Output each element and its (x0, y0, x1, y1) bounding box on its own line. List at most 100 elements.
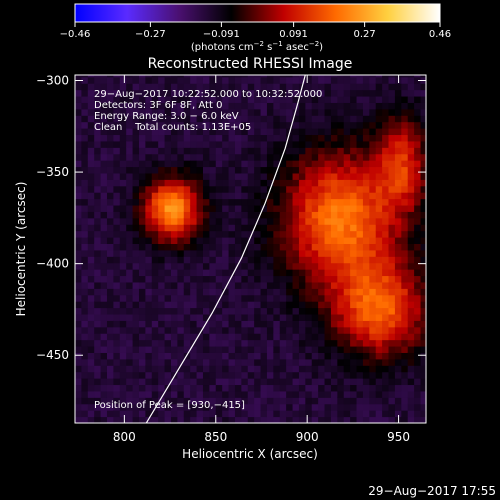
heatmap-cell (247, 166, 255, 174)
heatmap-cell (209, 314, 217, 321)
heatmap-cell (420, 371, 426, 379)
heatmap-cell (388, 256, 396, 264)
heatmap-cell (241, 390, 249, 398)
heatmap-cell (388, 140, 396, 148)
heatmap-cell (183, 108, 191, 116)
heatmap-cell (305, 205, 313, 212)
heatmap-cell (190, 269, 198, 277)
heatmap-cell (164, 237, 172, 244)
heatmap-cell (234, 147, 242, 155)
heatmap-cell (81, 89, 89, 97)
heatmap-cell (407, 339, 415, 347)
heatmap-cell (132, 275, 140, 283)
heatmap-cell (190, 397, 198, 405)
heatmap-cell (113, 192, 121, 200)
heatmap-cell (247, 128, 255, 136)
heatmap-cell (151, 147, 159, 155)
heatmap-cell (145, 230, 153, 238)
heatmap-cell (94, 115, 102, 123)
heatmap-cell (362, 147, 370, 155)
heatmap-cell (330, 365, 338, 373)
heatmap-cell (324, 288, 332, 296)
heatmap-cell (126, 339, 134, 347)
heatmap-cell (273, 198, 281, 206)
heatmap-cell (401, 75, 409, 78)
heatmap-cell (362, 410, 370, 418)
heatmap-cell (362, 237, 370, 244)
heatmap-cell (215, 333, 223, 341)
heatmap-cell (407, 153, 415, 161)
heatmap-cell (119, 326, 127, 334)
heatmap-cell (177, 179, 185, 187)
heatmap-cell (113, 371, 121, 379)
heatmap-cell (202, 301, 210, 309)
heatmap-cell (138, 378, 146, 386)
x-axis: 800 850 900 950 (113, 75, 410, 444)
heatmap-cell (318, 211, 326, 219)
heatmap-cell (145, 339, 153, 347)
heatmap-cell (401, 333, 409, 341)
heatmap-cell (260, 153, 268, 161)
heatmap-cell (247, 326, 255, 334)
heatmap-cell (356, 352, 364, 360)
heatmap-cell (298, 140, 306, 148)
heatmap-cell (273, 237, 281, 244)
heatmap-cell (75, 108, 82, 116)
heatmap-cell (158, 262, 166, 270)
heatmap-cell (209, 230, 217, 238)
heatmap-cell (170, 121, 178, 129)
heatmap-cell (394, 230, 402, 238)
heatmap-cell (260, 179, 268, 187)
heatmap-cell (145, 185, 153, 193)
heatmap-cell (190, 76, 198, 84)
heatmap-cell (407, 390, 415, 398)
heatmap-cell (81, 192, 89, 200)
heatmap-cell (298, 205, 306, 212)
heatmap-cell (164, 384, 172, 392)
heatmap-cell (254, 365, 262, 373)
heatmap-cell (106, 397, 114, 405)
heatmap-cell (94, 140, 102, 148)
heatmap-cell (177, 352, 185, 360)
heatmap-cell (113, 301, 121, 309)
heatmap-cell (375, 320, 383, 328)
heatmap-cell (407, 358, 415, 366)
heatmap-cell (215, 307, 223, 315)
heatmap-cell (138, 89, 146, 97)
heatmap-cell (356, 140, 364, 148)
heatmap-cell (375, 301, 383, 309)
heatmap-cell (241, 269, 249, 277)
heatmap-cell (247, 102, 255, 110)
heatmap-cell (254, 185, 262, 193)
heatmap-cell (369, 314, 377, 321)
heatmap-cell (401, 269, 409, 277)
heatmap-cell (324, 410, 332, 418)
heatmap-cell (260, 307, 268, 315)
heatmap-cell (222, 160, 230, 168)
heatmap-cell (401, 314, 409, 321)
heatmap-cell (138, 237, 146, 244)
heatmap-cell (196, 83, 204, 91)
heatmap-cell (81, 410, 89, 418)
heatmap-cell (145, 134, 153, 142)
heatmap-cell (247, 205, 255, 212)
heatmap-cell (100, 384, 108, 392)
heatmap-cell (388, 153, 396, 161)
heatmap-cell (75, 147, 82, 155)
heatmap-cell (100, 256, 108, 264)
heatmap-cell (145, 115, 153, 123)
heatmap-cell (202, 128, 210, 136)
heatmap-cell (209, 365, 217, 373)
heatmap-cell (343, 153, 351, 161)
heatmap-cell (126, 416, 134, 423)
heatmap-cell (145, 269, 153, 277)
heatmap-cell (330, 314, 338, 321)
heatmap-cell (113, 256, 121, 264)
heatmap-cell (350, 172, 358, 180)
heatmap-cell (350, 224, 358, 232)
heatmap-cell (177, 378, 185, 386)
heatmap-cell (298, 160, 306, 168)
heatmap-cell (298, 281, 306, 289)
heatmap-cell (401, 185, 409, 193)
heatmap-cell (420, 365, 426, 373)
